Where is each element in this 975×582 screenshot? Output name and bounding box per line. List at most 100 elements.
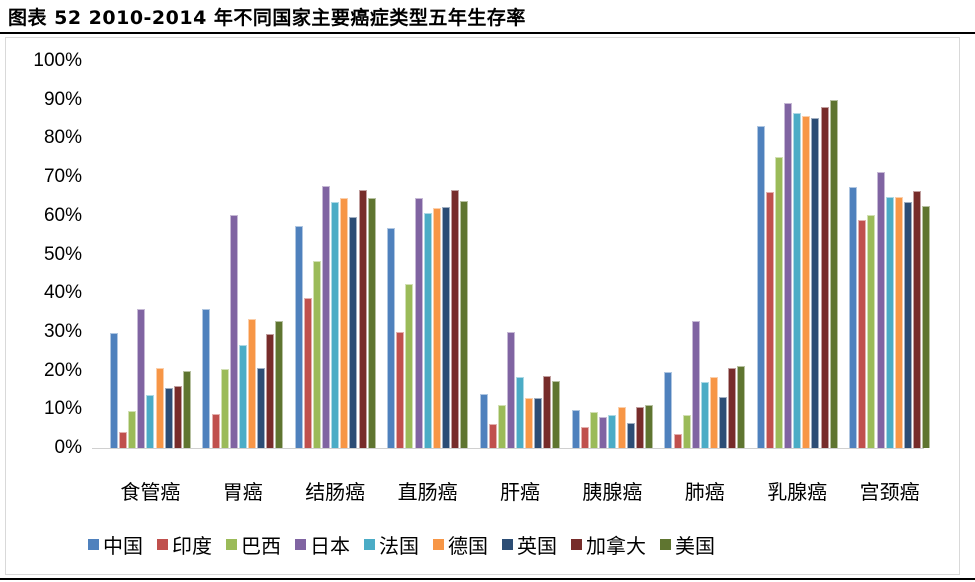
bar bbox=[811, 117, 820, 448]
x-tick-label: 直肠癌 bbox=[397, 480, 458, 504]
legend-swatch-icon bbox=[157, 538, 168, 550]
bar bbox=[349, 216, 358, 448]
x-tick-label: 结肠癌 bbox=[305, 480, 366, 504]
bar bbox=[146, 394, 155, 448]
y-tick-label: 80% bbox=[43, 127, 82, 149]
bar bbox=[137, 309, 146, 448]
bar bbox=[266, 333, 275, 448]
bar bbox=[849, 187, 858, 448]
bar bbox=[793, 112, 802, 448]
top-rule bbox=[0, 32, 975, 34]
legend-label: 德国 bbox=[448, 533, 488, 558]
bar bbox=[912, 191, 921, 448]
bar bbox=[700, 381, 709, 448]
legend-label: 巴西 bbox=[241, 533, 281, 558]
legend-swatch-icon bbox=[433, 538, 444, 550]
bar bbox=[820, 107, 829, 448]
x-tick-label: 肝癌 bbox=[500, 480, 540, 504]
bar bbox=[756, 126, 765, 448]
x-axis-line bbox=[92, 448, 924, 449]
bar bbox=[479, 393, 488, 448]
bar bbox=[450, 189, 459, 448]
bar bbox=[367, 197, 376, 448]
bar bbox=[802, 115, 811, 448]
bar bbox=[682, 415, 691, 448]
legend-item: 中国 bbox=[88, 530, 143, 559]
bar bbox=[238, 345, 247, 448]
bar bbox=[626, 422, 635, 448]
bar bbox=[867, 215, 876, 448]
bar bbox=[691, 321, 700, 448]
bar bbox=[608, 415, 617, 448]
chart-title: 图表 52 2010-2014 年不同国家主要癌症类型五年生存率 bbox=[8, 7, 526, 29]
legend-item: 日本 bbox=[295, 530, 350, 559]
bar bbox=[599, 417, 608, 448]
bar bbox=[414, 197, 423, 448]
bar bbox=[903, 201, 912, 448]
y-tick-label: 60% bbox=[43, 204, 82, 226]
y-tick-label: 0% bbox=[54, 437, 82, 458]
y-tick-label: 30% bbox=[43, 320, 82, 342]
y-tick-label: 10% bbox=[43, 398, 82, 420]
bar bbox=[894, 196, 903, 448]
bar bbox=[488, 424, 497, 448]
bar bbox=[728, 367, 737, 448]
bar bbox=[275, 321, 284, 448]
bar bbox=[709, 377, 718, 448]
bar bbox=[387, 228, 396, 448]
bar bbox=[775, 156, 783, 448]
y-tick-label: 70% bbox=[43, 166, 82, 188]
bar bbox=[460, 201, 468, 448]
y-tick-label: 20% bbox=[43, 359, 82, 381]
legend-swatch-icon bbox=[88, 538, 99, 550]
bottom-rule bbox=[0, 578, 975, 580]
bar bbox=[331, 201, 340, 448]
y-tick-label: 40% bbox=[43, 282, 82, 304]
bar bbox=[506, 331, 515, 448]
bar bbox=[784, 103, 793, 448]
bar bbox=[534, 398, 543, 448]
bar bbox=[322, 186, 331, 448]
legend-label: 英国 bbox=[517, 533, 557, 558]
bar bbox=[765, 192, 774, 448]
bar bbox=[202, 309, 211, 448]
bar bbox=[247, 319, 256, 448]
bar bbox=[885, 196, 894, 448]
bar bbox=[423, 213, 432, 448]
y-tick-label: 100% bbox=[33, 50, 82, 71]
bar bbox=[516, 377, 524, 448]
legend-swatch-icon bbox=[295, 538, 306, 550]
bar bbox=[164, 388, 173, 448]
bar bbox=[644, 405, 653, 448]
bar bbox=[719, 396, 727, 448]
bar bbox=[673, 434, 682, 448]
bar bbox=[182, 370, 191, 448]
legend-label: 印度 bbox=[172, 533, 212, 558]
legend-item: 英国 bbox=[502, 530, 557, 559]
bar bbox=[229, 215, 238, 448]
bar bbox=[155, 367, 164, 448]
legend: 中国 印度 巴西 日本 法国 德国 英国 加拿大 美国 bbox=[88, 530, 729, 558]
bar bbox=[432, 208, 441, 448]
bar bbox=[922, 206, 930, 448]
legend-swatch-icon bbox=[502, 538, 513, 550]
bar bbox=[572, 410, 580, 448]
bar bbox=[617, 406, 626, 448]
bar bbox=[303, 297, 312, 448]
bar bbox=[110, 333, 118, 448]
bar bbox=[664, 372, 673, 448]
legend-item: 德国 bbox=[433, 530, 488, 559]
bar bbox=[858, 220, 867, 448]
x-tick-label: 肺癌 bbox=[684, 480, 725, 504]
legend-item: 巴西 bbox=[226, 530, 281, 559]
x-tick-label: 胃癌 bbox=[222, 480, 263, 504]
bar bbox=[405, 283, 414, 448]
bar bbox=[313, 261, 321, 448]
x-tick-label: 食管癌 bbox=[120, 480, 181, 504]
y-tick-label: 50% bbox=[43, 243, 82, 265]
legend-swatch-icon bbox=[660, 538, 671, 550]
legend-swatch-icon bbox=[571, 538, 582, 550]
legend-item: 法国 bbox=[364, 530, 419, 559]
bar bbox=[737, 365, 746, 448]
bar bbox=[340, 197, 349, 448]
